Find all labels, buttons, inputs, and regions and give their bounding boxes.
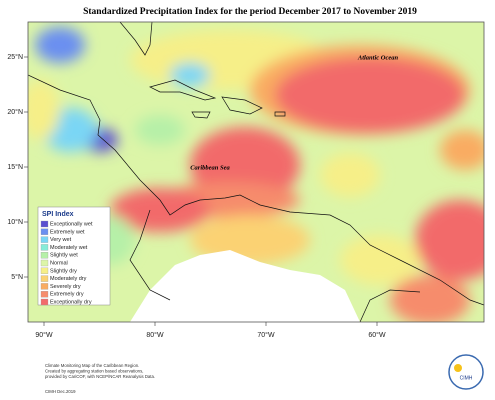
lat-tick-label: 20°N [7,108,23,116]
legend-swatch [40,252,49,259]
sea-label: Caribbean Sea [190,164,230,171]
legend-title: SPI Index [42,211,74,218]
footer-line: Created by aggregating station based obs… [45,369,143,374]
lat-tick-label: 25°N [7,53,23,61]
legend: SPI Index Exceptionally wet Extremely wet… [37,206,111,306]
legend-swatch [40,283,49,290]
legend-label: Exceptionally wet [50,221,93,227]
legend-label: Moderately wet [50,245,88,251]
legend-label: Very wet [50,237,72,243]
legend-swatch [40,259,49,267]
lat-tick-label: 10°N [7,218,23,226]
lat-tick-label: 15°N [7,163,23,171]
legend-swatch [40,244,49,251]
logo: CIMH [448,354,484,390]
logo-text: CIMH [460,375,473,381]
legend-swatch [40,267,49,274]
legend-label: Exceptionally dry [50,299,92,305]
map-area [28,22,484,322]
legend-swatch [40,291,49,298]
legend-label: Normal [50,260,68,266]
legend-swatch [40,298,49,306]
lon-tick-label: 60°W [368,331,386,339]
map-frame [27,21,485,323]
map-title: Standardized Precipitation Index for the… [83,7,417,17]
credit: CIMH Dec.2019 [45,389,76,394]
legend-swatch [40,220,49,228]
lat-tick-label: 5°N [11,273,23,281]
lon-tick-label: 80°W [146,331,164,339]
legend-label: Moderately dry [50,276,87,282]
legend-label: Extremely dry [50,292,84,298]
legend-swatch [40,228,49,235]
legend-label: Severely dry [50,284,81,290]
legend-swatch [40,275,49,282]
footer-line: Climate Monitoring Map of the Caribbean … [45,363,139,368]
lon-tick-label: 90°W [35,331,53,339]
legend-label: Extremely wet [50,229,85,235]
legend-label: Slightly dry [50,268,77,274]
legend-swatch [40,236,49,243]
lon-tick-label: 70°W [257,331,275,339]
legend-label: Slightly wet [50,253,78,259]
ocean-label: Atlantic Ocean [357,54,399,61]
footer-line: provided by CariCOF, with NCEP/NCAR Rean… [45,374,155,379]
footer: Climate Monitoring Map of the Caribbean … [45,363,155,379]
